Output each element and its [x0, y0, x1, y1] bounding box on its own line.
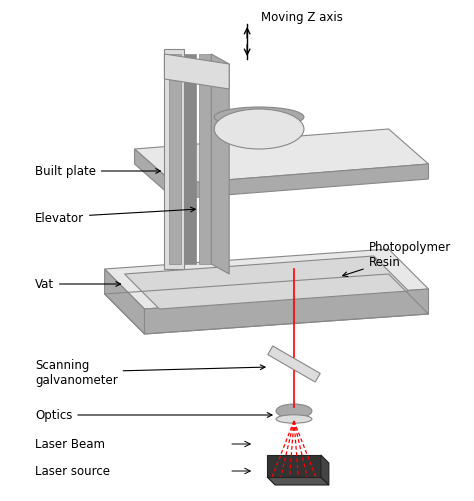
- Text: Moving Z axis: Moving Z axis: [261, 12, 343, 25]
- Polygon shape: [267, 455, 321, 477]
- Ellipse shape: [214, 110, 304, 150]
- Polygon shape: [135, 130, 428, 185]
- Text: Vat: Vat: [35, 278, 120, 291]
- Polygon shape: [105, 249, 428, 310]
- Text: Built plate: Built plate: [35, 165, 160, 178]
- Polygon shape: [199, 55, 211, 265]
- Ellipse shape: [276, 415, 312, 423]
- Polygon shape: [268, 346, 320, 382]
- Text: Scanning
galvanometer: Scanning galvanometer: [35, 358, 265, 386]
- Ellipse shape: [276, 404, 312, 418]
- Ellipse shape: [214, 108, 304, 128]
- Polygon shape: [211, 55, 229, 275]
- Polygon shape: [184, 55, 196, 265]
- Text: Laser source: Laser source: [35, 464, 110, 477]
- Polygon shape: [105, 270, 145, 334]
- Polygon shape: [125, 257, 409, 310]
- Polygon shape: [267, 477, 329, 485]
- Text: Optics: Optics: [35, 409, 272, 422]
- Polygon shape: [164, 50, 184, 270]
- Text: Elevator: Elevator: [35, 208, 195, 224]
- Polygon shape: [169, 55, 182, 265]
- Text: Photopolymer
Resin: Photopolymer Resin: [343, 240, 451, 277]
- Polygon shape: [135, 150, 174, 199]
- Text: Laser Beam: Laser Beam: [35, 438, 105, 450]
- Polygon shape: [164, 55, 229, 90]
- Polygon shape: [321, 455, 329, 485]
- Polygon shape: [174, 165, 428, 199]
- Polygon shape: [145, 290, 428, 334]
